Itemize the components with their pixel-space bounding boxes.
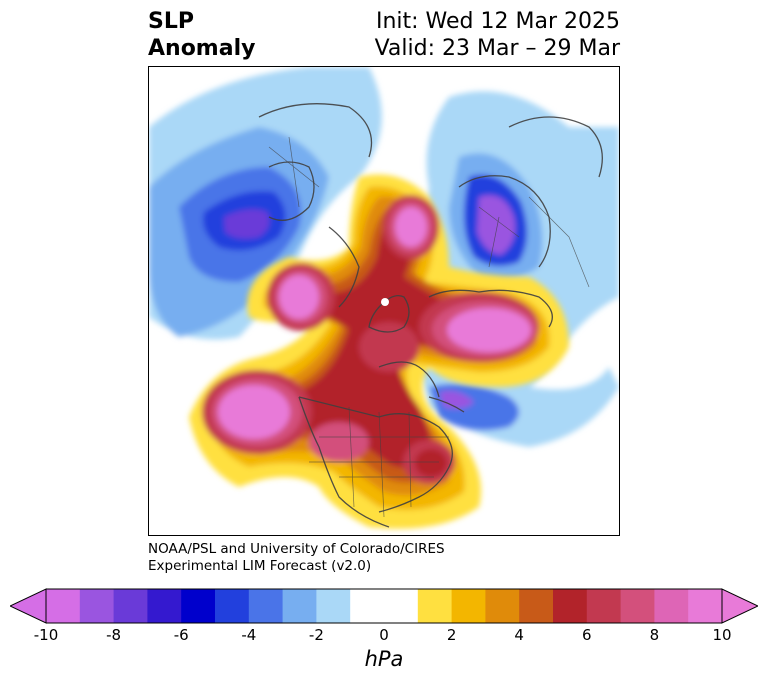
colorbar-tick-label: -6	[173, 626, 189, 644]
colorbar-segment	[384, 589, 419, 623]
colorbar-tick-label: 8	[649, 626, 660, 644]
credit-line-2: Experimental LIM Forecast (v2.0)	[148, 558, 372, 574]
colorbar-segment	[417, 589, 452, 623]
colorbar-segment	[620, 589, 655, 623]
colorbar-tick-label: -10	[33, 626, 59, 644]
colorbar-segments	[46, 589, 723, 623]
colorbar-segment	[654, 589, 689, 623]
colorbar-tick-label: -4	[241, 626, 257, 644]
colorbar-tick-label: 4	[514, 626, 524, 644]
anomaly-map	[149, 67, 619, 535]
colorbar-segment	[215, 589, 250, 623]
colorbar-segment	[553, 589, 588, 623]
colorbar	[10, 588, 758, 624]
political-borders	[268, 136, 590, 518]
colorbar-segment	[46, 589, 81, 623]
colorbar-tick-label: 2	[446, 626, 457, 644]
colorbar-tick-label: 10	[712, 626, 732, 644]
colorbar-tick-label: -8	[106, 626, 122, 644]
credit-line-1: NOAA/PSL and University of Colorado/CIRE…	[148, 541, 445, 557]
colorbar-min-arrow	[10, 588, 47, 624]
colorbar-segment	[519, 589, 554, 623]
colorbar-segment	[79, 589, 114, 623]
colorbar-segment	[688, 589, 723, 623]
colorbar-tick-label: -2	[308, 626, 324, 644]
colorbar-segment	[282, 589, 317, 623]
title-subvariable: Anomaly	[148, 36, 256, 61]
colorbar-segment	[181, 589, 216, 623]
colorbar-segment	[316, 589, 351, 623]
north-pole-marker	[381, 298, 389, 306]
title-left: SLP Anomaly	[148, 8, 255, 62]
map-panel	[148, 66, 620, 536]
colorbar-segment	[451, 589, 486, 623]
colorbar-segment	[147, 589, 182, 623]
colorbar-segment	[113, 589, 148, 623]
colorbar-tick-label: 0	[379, 626, 389, 644]
positive-anomaly-field	[189, 174, 569, 529]
valid-range: Valid: 23 Mar – 29 Mar	[374, 36, 620, 61]
colorbar-segment	[586, 589, 621, 623]
colorbar-segment	[248, 589, 283, 623]
colorbar-segment	[350, 589, 385, 623]
coastlines	[258, 103, 603, 528]
colorbar-units: hPa	[364, 647, 404, 671]
colorbar-max-arrow	[721, 588, 758, 624]
init-date: Init: Wed 12 Mar 2025	[375, 9, 620, 34]
title-right: Init: Wed 12 Mar 2025 Valid: 23 Mar – 29…	[375, 8, 620, 62]
colorbar-tick-label: 6	[582, 626, 592, 644]
colorbar-segment	[485, 589, 520, 623]
title-variable: SLP	[148, 9, 194, 34]
colorbar-tick-labels: -10 -8 -6 -4 -2 0 2 4 6 8 10	[0, 626, 768, 646]
credit-text: NOAA/PSL and University of Colorado/CIRE…	[148, 541, 445, 575]
